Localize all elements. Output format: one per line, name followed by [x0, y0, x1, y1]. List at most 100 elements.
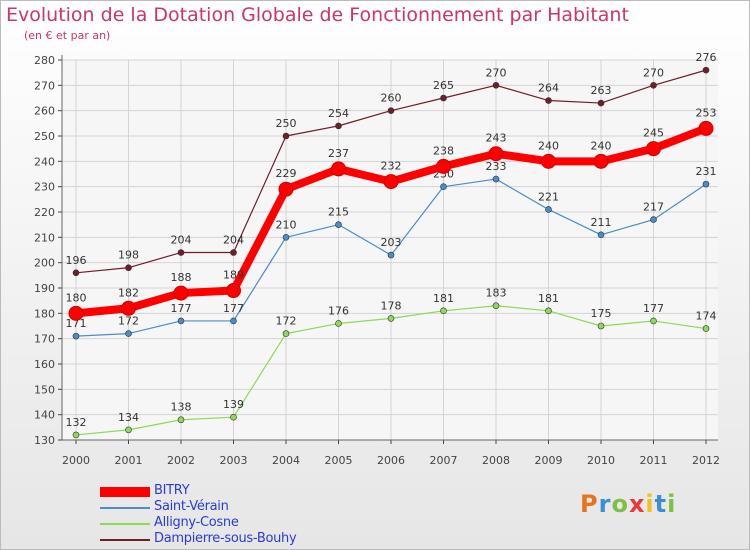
- data-label: 132: [66, 416, 87, 429]
- data-point: [597, 231, 605, 239]
- data-point: [387, 251, 395, 259]
- x-tick-label: 2012: [692, 454, 720, 467]
- data-label: 181: [538, 292, 559, 305]
- data-point: [440, 307, 447, 315]
- data-point: [282, 132, 290, 140]
- data-point: [593, 153, 609, 169]
- legend-swatch: [100, 539, 150, 541]
- data-point: [177, 249, 185, 256]
- data-label: 174: [696, 310, 717, 323]
- chart-subtitle: (en € et par an): [24, 29, 111, 42]
- data-point: [387, 315, 395, 322]
- data-label: 203: [381, 236, 402, 249]
- data-label: 254: [328, 107, 349, 120]
- legend-label: Saint-Vérain: [154, 499, 229, 514]
- y-tick-label: 130: [34, 434, 55, 447]
- x-tick-label: 2002: [167, 454, 195, 467]
- data-label: 182: [118, 286, 139, 299]
- data-label: 270: [643, 66, 664, 79]
- data-label: 215: [328, 206, 349, 219]
- data-point: [230, 413, 237, 421]
- data-label: 196: [66, 254, 87, 267]
- data-label: 237: [328, 147, 349, 160]
- data-label: 175: [591, 307, 612, 320]
- data-point: [650, 216, 657, 223]
- data-label: 260: [381, 92, 402, 105]
- data-label: 231: [696, 165, 717, 178]
- chart-title: Evolution de la Dotation Globale de Fonc…: [6, 4, 629, 26]
- data-point: [335, 320, 342, 327]
- legend-swatch: [100, 507, 150, 509]
- data-label: 138: [171, 401, 192, 414]
- data-point: [177, 416, 185, 424]
- y-tick-label: 280: [34, 54, 55, 67]
- data-point: [68, 305, 84, 321]
- x-tick-label: 2003: [220, 454, 248, 467]
- data-point: [177, 317, 185, 325]
- data-label: 276: [696, 51, 717, 64]
- plot-area: [62, 60, 718, 440]
- data-label: 233: [486, 160, 507, 173]
- x-tick-label: 2010: [587, 454, 615, 467]
- data-point: [492, 175, 500, 183]
- data-label: 139: [223, 398, 244, 411]
- data-point: [72, 332, 80, 340]
- data-label: 250: [276, 117, 297, 130]
- data-label: 177: [643, 302, 664, 315]
- data-point: [650, 82, 657, 89]
- data-point: [282, 234, 290, 241]
- data-label: 176: [328, 304, 349, 317]
- y-tick-label: 140: [34, 409, 55, 422]
- y-tick-label: 170: [34, 333, 55, 346]
- data-point: [597, 99, 605, 107]
- data-point: [492, 302, 500, 310]
- data-point: [72, 431, 80, 439]
- data-point: [440, 183, 447, 190]
- data-point: [278, 181, 294, 197]
- data-point: [387, 107, 395, 114]
- data-point: [440, 94, 447, 102]
- data-label: 198: [118, 249, 139, 262]
- x-tick-label: 2006: [377, 454, 405, 467]
- data-point: [492, 82, 500, 89]
- x-tick-label: 2005: [325, 454, 353, 467]
- data-label: 217: [643, 201, 664, 214]
- data-point: [226, 283, 241, 299]
- x-tick-label: 2001: [115, 454, 143, 467]
- data-point: [541, 153, 556, 169]
- legend-swatch: [100, 523, 150, 525]
- data-label: 243: [486, 132, 507, 145]
- legend-label: Alligny-Cosne: [154, 515, 239, 530]
- data-label: 210: [276, 218, 297, 231]
- data-label: 211: [591, 216, 612, 229]
- data-point: [282, 330, 290, 337]
- data-label: 177: [171, 302, 192, 315]
- data-label: 263: [591, 84, 612, 97]
- data-label: 229: [276, 167, 297, 180]
- data-label: 189: [223, 269, 244, 282]
- data-label: 240: [538, 139, 559, 152]
- data-label: 134: [118, 411, 139, 424]
- x-tick-label: 2009: [535, 454, 563, 467]
- data-point: [125, 330, 132, 337]
- data-point: [335, 221, 342, 228]
- data-point: [545, 206, 552, 213]
- data-point: [383, 174, 399, 190]
- data-label: 232: [381, 160, 402, 173]
- y-tick-label: 220: [34, 206, 55, 219]
- data-point: [698, 120, 714, 136]
- data-label: 181: [433, 292, 454, 305]
- data-point: [650, 317, 657, 325]
- x-tick-label: 2004: [272, 454, 300, 467]
- data-label: 265: [433, 79, 454, 92]
- data-point: [545, 307, 552, 315]
- data-label: 221: [538, 190, 559, 203]
- data-point: [125, 426, 132, 434]
- data-point: [702, 180, 710, 188]
- data-label: 204: [223, 234, 244, 247]
- data-point: [121, 300, 136, 316]
- data-label: 253: [696, 106, 717, 119]
- data-point: [230, 317, 237, 325]
- data-point: [331, 161, 346, 177]
